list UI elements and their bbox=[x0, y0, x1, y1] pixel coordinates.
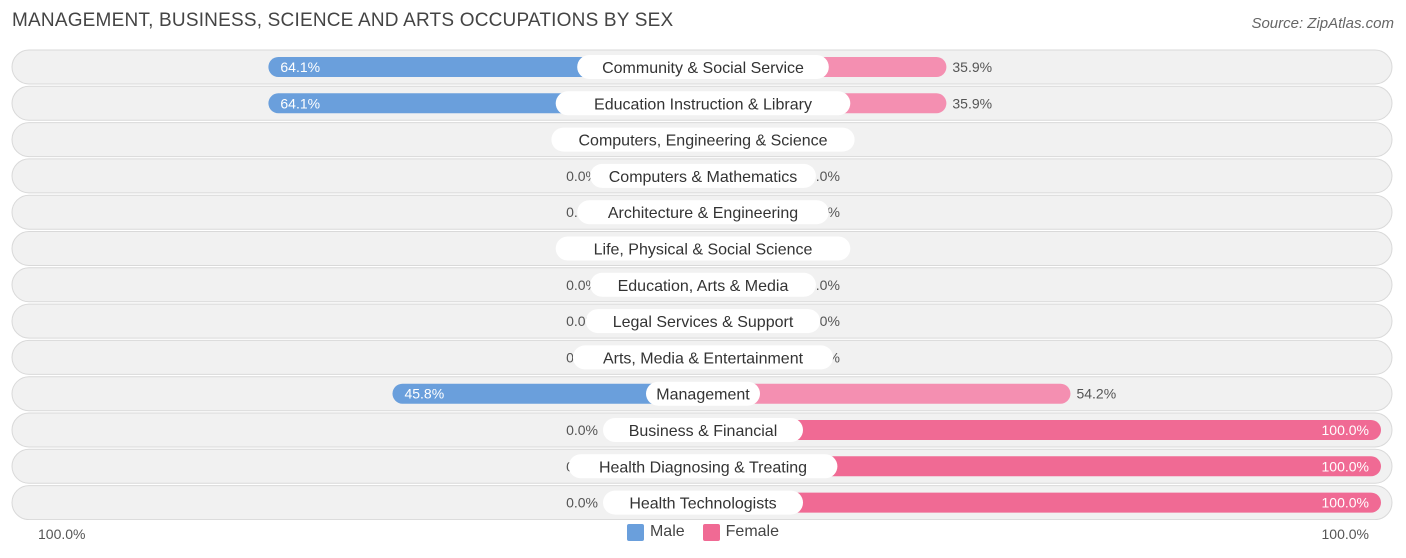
data-label-male: 64.1% bbox=[280, 95, 320, 111]
category-label: Computers & Mathematics bbox=[609, 169, 798, 186]
category-label: Health Technologists bbox=[629, 496, 776, 513]
chart-area: 64.1% 35.9% Community & Social Service 64.1… bbox=[11, 49, 1393, 520]
data-label-female: 100.0% bbox=[1322, 458, 1369, 474]
category-pill bbox=[577, 55, 829, 79]
legend-item-female: Female bbox=[702, 523, 780, 541]
data-label-male: 0.0% bbox=[566, 495, 598, 511]
legend-label-male: Male bbox=[649, 523, 685, 540]
category-label: Architecture & Engineering bbox=[608, 205, 798, 222]
category-label: Education, Arts & Media bbox=[618, 278, 789, 295]
category-pill bbox=[568, 454, 838, 479]
data-label-male: 64.1% bbox=[280, 59, 320, 75]
category-pill bbox=[646, 381, 760, 406]
data-label-female: 54.2% bbox=[1076, 386, 1116, 402]
category-pill bbox=[555, 236, 851, 261]
data-label-female: 100.0% bbox=[1322, 422, 1369, 438]
bar-female bbox=[703, 492, 1381, 513]
category-pill bbox=[572, 345, 834, 370]
bar-male bbox=[392, 383, 703, 404]
bar-female bbox=[703, 420, 1381, 440]
category-label: Community & Social Service bbox=[602, 60, 804, 77]
data-label-male: 0.0% bbox=[566, 277, 598, 293]
chart-title: MANAGEMENT, BUSINESS, SCIENCE AND ARTS O… bbox=[12, 10, 674, 31]
category-label: Education Instruction & Library bbox=[594, 96, 812, 113]
category-label: Management bbox=[656, 387, 750, 404]
legend-swatch-female bbox=[702, 523, 720, 541]
category-label: Computers, Engineering & Science bbox=[578, 133, 827, 150]
source-credit: Source: ZipAtlas.com bbox=[1251, 15, 1394, 32]
category-pill bbox=[603, 490, 803, 515]
bar-female bbox=[703, 456, 1381, 477]
bar-female bbox=[703, 383, 1071, 404]
axis-right-label: 100.0% bbox=[1321, 526, 1369, 542]
data-label-male: 0.0% bbox=[566, 422, 598, 438]
category-pill bbox=[590, 272, 816, 297]
legend-item-male: Male bbox=[626, 523, 685, 541]
legend: Male Female bbox=[0, 523, 1406, 541]
data-label-female: 0.0% bbox=[808, 277, 840, 293]
category-label: Business & Financial bbox=[629, 423, 778, 440]
category-label: Life, Physical & Social Science bbox=[594, 242, 813, 259]
data-label-female: 100.0% bbox=[1322, 495, 1369, 511]
data-label-female: 35.9% bbox=[952, 59, 992, 75]
category-label: Legal Services & Support bbox=[613, 314, 794, 331]
legend-label-female: Female bbox=[725, 523, 780, 540]
category-pill bbox=[585, 309, 821, 334]
axis-left-label: 100.0% bbox=[38, 526, 86, 542]
category-label: Arts, Media & Entertainment bbox=[603, 350, 804, 367]
category-pill bbox=[551, 127, 855, 152]
category-pill bbox=[577, 200, 829, 225]
legend-swatch-male bbox=[626, 523, 644, 541]
category-pill bbox=[590, 163, 816, 188]
category-pill bbox=[603, 418, 803, 442]
data-label-female: 0.0% bbox=[808, 168, 840, 184]
data-label-male: 45.8% bbox=[404, 386, 444, 402]
data-label-female: 35.9% bbox=[952, 95, 992, 111]
category-label: Health Diagnosing & Treating bbox=[599, 459, 807, 476]
data-label-male: 0.0% bbox=[566, 168, 598, 184]
category-pill bbox=[555, 91, 851, 116]
